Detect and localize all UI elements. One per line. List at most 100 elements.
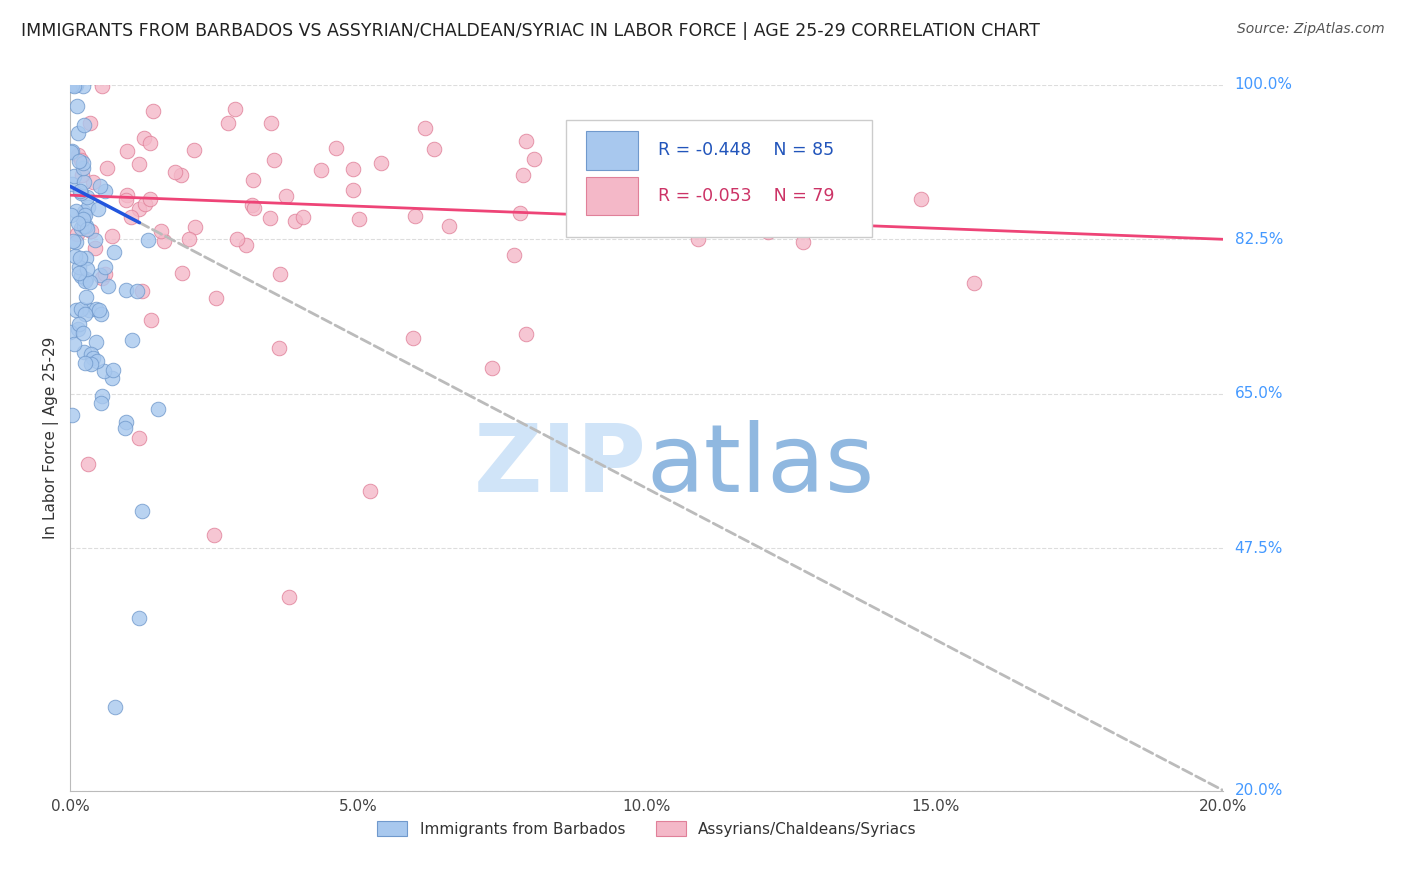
Point (224, 103, 246, 117)
Point (77, 303, 100, 318)
Point (423, 142, 446, 156)
Point (67, 266, 90, 280)
Point (96, 161, 118, 176)
Point (73, 307, 96, 321)
Point (86, 353, 108, 368)
Point (73, 274, 96, 288)
FancyBboxPatch shape (567, 120, 872, 236)
Point (60, 208, 83, 222)
Point (94, 267, 117, 281)
Point (63, 249, 86, 263)
Point (97, 278, 120, 293)
Point (62, 78, 84, 92)
Point (170, 266, 193, 280)
Point (342, 161, 364, 176)
Text: ZIP: ZIP (474, 420, 647, 512)
Point (73, 345, 96, 359)
Point (481, 361, 503, 376)
Point (103, 244, 125, 259)
FancyBboxPatch shape (586, 177, 638, 216)
Point (60, 178, 83, 192)
Point (91, 271, 114, 285)
Point (204, 291, 226, 305)
Point (142, 103, 165, 118)
Point (267, 341, 290, 355)
Point (910, 192, 932, 206)
Point (686, 232, 709, 246)
Point (90, 396, 112, 410)
Point (84, 242, 107, 256)
Point (117, 188, 139, 202)
Point (86, 334, 108, 349)
Point (402, 331, 425, 345)
Point (342, 183, 364, 197)
Point (75, 290, 97, 304)
Point (65, 203, 87, 218)
Point (240, 198, 263, 212)
Point (93, 363, 115, 377)
Point (136, 233, 159, 247)
Point (263, 153, 285, 167)
Point (235, 238, 257, 252)
Point (72, 326, 94, 340)
Point (359, 483, 381, 498)
Point (509, 206, 531, 220)
Point (134, 131, 156, 145)
Point (89, 179, 111, 194)
Point (70, 153, 93, 167)
Point (515, 134, 537, 148)
Point (62, 234, 84, 248)
Point (114, 415, 136, 429)
Point (325, 141, 347, 155)
Point (184, 220, 207, 235)
Point (292, 211, 315, 225)
Point (67, 126, 90, 140)
Point (73, 118, 96, 132)
Point (165, 165, 187, 179)
Point (75, 272, 97, 286)
Point (311, 163, 333, 178)
Point (278, 590, 301, 604)
Point (80, 347, 103, 361)
Point (59, 145, 82, 160)
Point (512, 168, 534, 182)
Point (128, 431, 150, 445)
Point (131, 284, 153, 298)
Point (75, 219, 97, 233)
Point (63, 79, 86, 94)
Point (90, 307, 112, 321)
Point (148, 401, 170, 416)
Point (79, 275, 101, 289)
Point (67, 147, 90, 161)
Point (79, 116, 101, 130)
Text: 20.0%: 20.0% (1234, 783, 1282, 798)
Point (84, 301, 107, 316)
Point (70, 168, 93, 182)
Legend: Immigrants from Barbados, Assyrians/Chaldeans/Syriacs: Immigrants from Barbados, Assyrians/Chal… (371, 814, 924, 843)
Point (72, 212, 94, 227)
Text: R = -0.053    N = 79: R = -0.053 N = 79 (658, 187, 835, 205)
Point (202, 528, 225, 542)
Point (121, 333, 143, 347)
Point (114, 421, 136, 435)
Text: 47.5%: 47.5% (1234, 541, 1282, 556)
Point (169, 168, 191, 182)
Point (69, 251, 91, 265)
Point (67, 260, 90, 274)
Point (65, 235, 87, 249)
Point (76, 222, 98, 236)
Point (91, 389, 114, 403)
Point (139, 312, 162, 326)
Point (370, 155, 392, 169)
Point (62, 169, 84, 184)
Point (87, 302, 110, 317)
Point (73, 219, 96, 233)
Point (69, 184, 91, 198)
Point (963, 276, 986, 290)
Text: IMMIGRANTS FROM BARBADOS VS ASSYRIAN/CHALDEAN/SYRIAC IN LABOR FORCE | AGE 25-29 : IMMIGRANTS FROM BARBADOS VS ASSYRIAN/CHA… (21, 22, 1040, 40)
Text: R = -0.448    N = 85: R = -0.448 N = 85 (658, 141, 835, 159)
Point (67, 153, 90, 168)
Point (72, 79, 94, 94)
Point (72, 156, 94, 170)
Point (89, 268, 111, 282)
